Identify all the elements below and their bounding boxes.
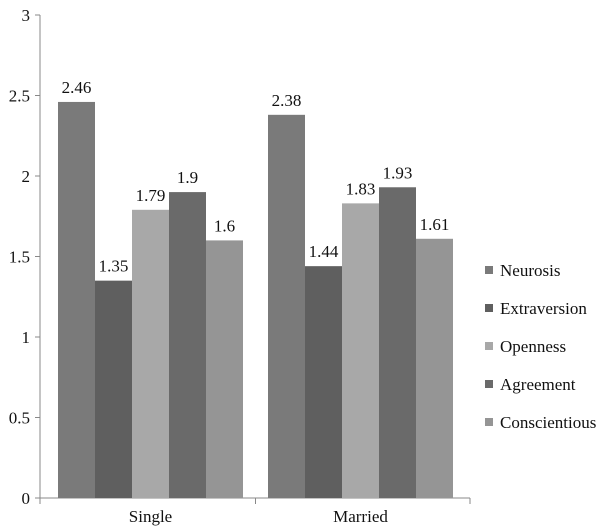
x-axis: Single Married [39,497,471,526]
bars [58,101,453,499]
bar [95,280,132,498]
legend-swatch [485,380,493,388]
data-label: 1.79 [136,186,166,205]
data-labels: 2.46 1.35 1.79 1.9 1.6 2.38 1.44 1.83 1.93 1.61 [62,78,450,276]
y-tick-label: 2 [22,167,31,186]
legend-label: Openness [500,337,566,356]
legend-swatch [485,418,493,426]
data-label: 1.44 [309,242,339,261]
bar [58,101,95,498]
legend-label: Extraversion [500,299,587,318]
y-tick-label: 1 [22,328,31,347]
legend-swatch [485,266,493,274]
x-category-label: Single [129,507,172,526]
y-tick-label: 0.5 [9,409,30,428]
y-tick-label: 2.5 [9,87,30,106]
bar [379,187,416,498]
y-tick-label: 3 [22,6,31,25]
legend-label: Conscientious [500,413,596,432]
bar [268,114,305,498]
bar [169,192,206,498]
data-label: 1.9 [177,168,198,187]
data-label: 1.35 [99,257,129,276]
legend: Neurosis Extraversion Openness Agreement Con… [485,261,596,432]
y-axis: 0 0.5 1 1.5 2 2.5 3 [9,6,41,508]
bar [342,203,379,498]
legend-swatch [485,342,493,350]
x-category-label: Married [333,507,388,526]
legend-swatch [485,304,493,312]
data-label: 1.83 [346,179,376,198]
bar [305,266,342,498]
data-label: 1.61 [420,215,450,234]
legend-label: Agreement [500,375,576,394]
bar [132,209,169,498]
y-tick-label: 0 [22,489,31,508]
bar [206,240,243,498]
legend-label: Neurosis [500,261,560,280]
y-tick-label: 1.5 [9,248,30,267]
data-label: 2.46 [62,78,92,97]
data-label: 2.38 [272,91,302,110]
data-label: 1.93 [383,163,413,182]
bar [416,238,453,499]
data-label: 1.6 [214,216,235,235]
